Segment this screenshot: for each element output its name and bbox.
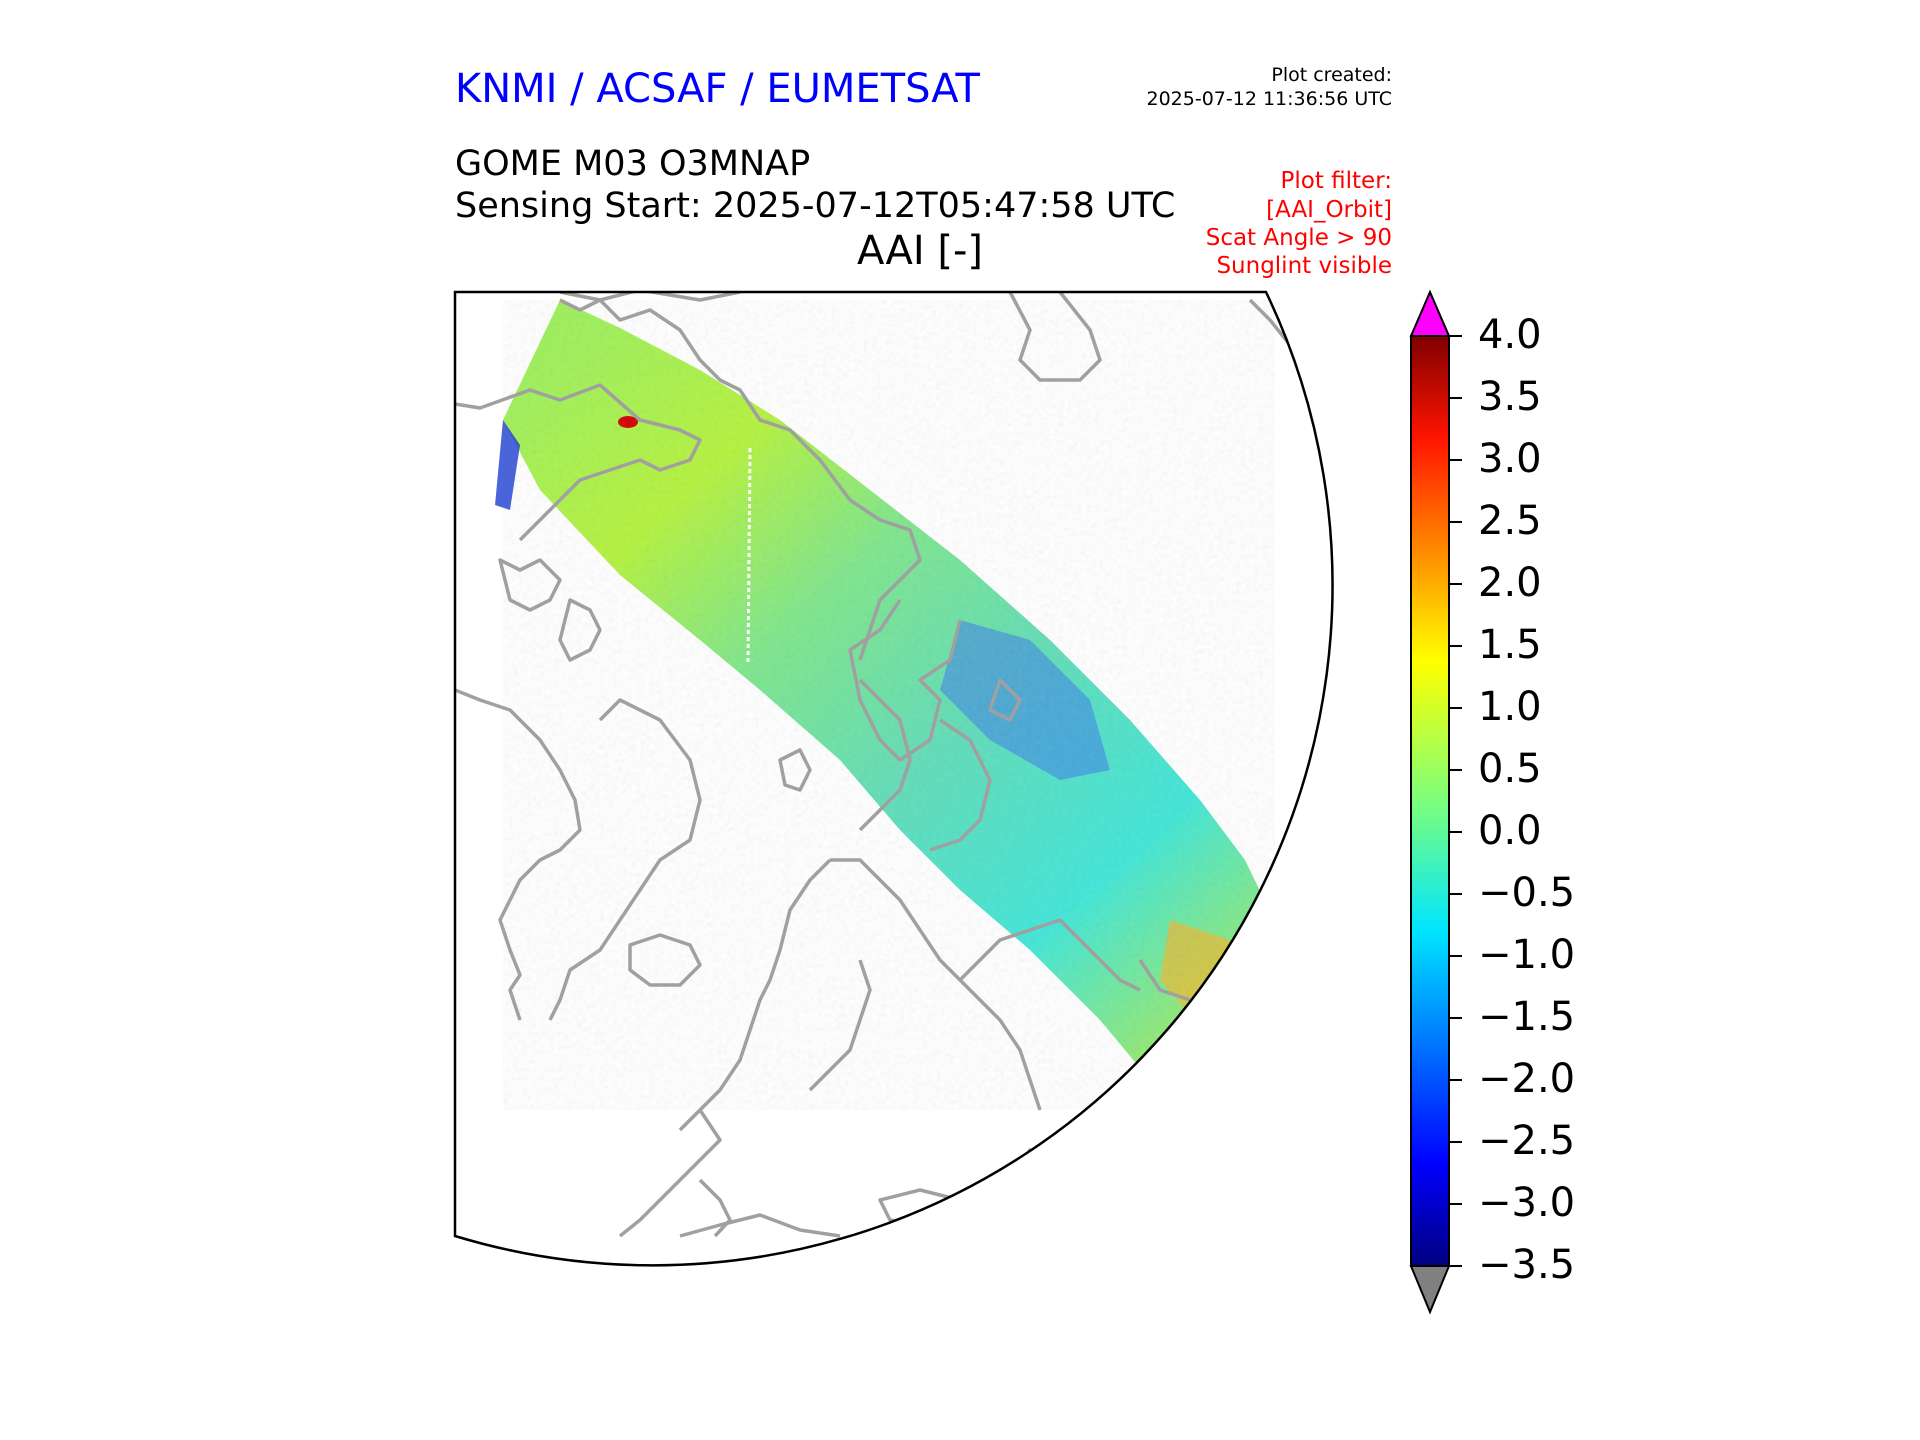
colorbar-tick-label: −3.0 [1478, 1180, 1576, 1226]
colorbar-tick-label: 3.0 [1478, 436, 1542, 482]
colorbar-tick-label: 1.0 [1478, 684, 1542, 730]
plot-created-label: Plot created: [1271, 64, 1392, 86]
colorbar-tick-label: 3.5 [1478, 374, 1542, 420]
colorbar-tick-label: 2.5 [1478, 498, 1542, 544]
coastline-north-siberia [559, 292, 741, 302]
swath-edge-strip [495, 420, 520, 510]
colorbar-tick-label: 4.0 [1478, 312, 1542, 358]
colorbar [1409, 289, 1462, 1315]
colorbar-tick-label: −2.5 [1478, 1118, 1576, 1164]
coastline-norway [678, 858, 832, 1132]
variable-title: AAI [-] [857, 228, 983, 274]
coastline-lake [988, 678, 1022, 722]
coastline-taymyr [929, 718, 992, 852]
coastline-siberia [559, 298, 922, 661]
coastline-kara-sea [858, 678, 912, 832]
product-title: GOME M03 O3MNAP [455, 144, 811, 184]
coastline-uk [698, 1178, 732, 1238]
colorbar-tick-label: 1.5 [1478, 622, 1542, 668]
swath-texture [503, 300, 1275, 1110]
plot-filter-sunglint: Sunglint visible [1216, 253, 1392, 279]
coastlines [455, 292, 1312, 1238]
coastline-baltic [808, 959, 872, 1092]
colorbar-tick-label: 0.0 [1478, 808, 1542, 854]
coastline-mediterranean [679, 1213, 841, 1238]
coastline-greenland [455, 688, 582, 1021]
colorbar-under-triangle [1409, 1265, 1451, 1315]
coastline-black-sea [878, 1188, 962, 1227]
colorbar-over-triangle [1409, 289, 1451, 337]
coastline-russia-interior [958, 918, 1141, 992]
colorbar-tick-label: −3.5 [1478, 1242, 1576, 1288]
swath-gap-line [746, 447, 752, 666]
organization-title: KNMI / ACSAF / EUMETSAT [455, 66, 980, 112]
coastline-iceland [628, 933, 702, 987]
coastline-arctic-canada [455, 383, 702, 542]
colorbar-tick-label: −1.0 [1478, 932, 1576, 978]
coastline-svalbard [778, 748, 812, 792]
coastline-arctic-islands [498, 558, 562, 612]
colorbar-tick-label: −0.5 [1478, 870, 1576, 916]
coastline-china [848, 599, 962, 762]
colorbar-tick-label: 0.5 [1478, 746, 1542, 792]
coastline-aleutians [1248, 298, 1312, 372]
coastline-greenland-east [548, 698, 702, 1021]
swath-high-aai-spot-south [1207, 990, 1243, 1010]
coastline-scandinavia [830, 858, 1042, 1111]
coastline-europe-west [618, 1109, 722, 1238]
plot-created-timestamp: 2025-07-12 11:36:56 UTC [1146, 88, 1393, 110]
colorbar-tick-label: −1.5 [1478, 994, 1576, 1040]
coastline-arctic-islands-2 [558, 598, 602, 662]
coastline-alaska-arc [1008, 292, 1102, 382]
plot-filter-name: [AAI_Orbit] [1266, 197, 1392, 223]
map-content [455, 292, 1312, 1238]
sensing-start: Sensing Start: 2025-07-12T05:47:58 UTC [455, 186, 1176, 226]
plot-filter-label: Plot filter: [1280, 168, 1392, 194]
colorbar-gradient [1410, 335, 1450, 1267]
colorbar-tick-label: 2.0 [1478, 560, 1542, 606]
plot-filter-scat-angle: Scat Angle > 90 [1205, 225, 1392, 251]
colorbar-tick-label: −2.0 [1478, 1056, 1576, 1102]
map-boundary [453, 290, 1334, 1267]
